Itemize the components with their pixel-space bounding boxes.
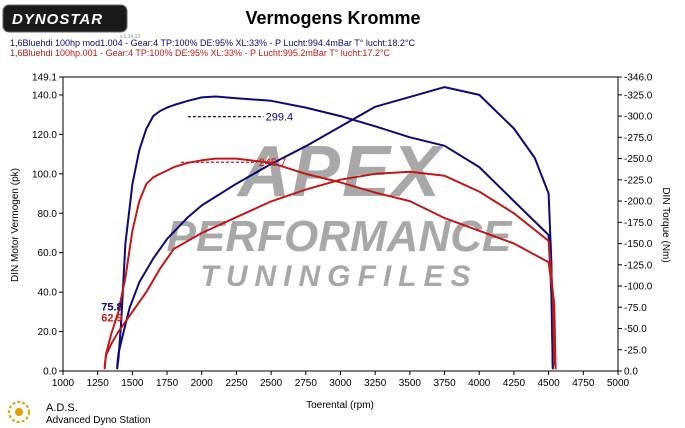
x-axis-label: Toerental (rpm)	[306, 400, 374, 411]
x-tick-label: 3750	[433, 378, 456, 389]
x-tick-label: 1000	[52, 378, 75, 389]
x-tick-label: 2500	[260, 378, 283, 389]
x-tick-label: 5000	[607, 378, 630, 389]
right-tick-label: -125.0	[624, 260, 653, 271]
annotation-label: 75.8	[101, 302, 122, 314]
series-line-run1-torque	[116, 95, 554, 370]
ads-full-name: Advanced Dyno Station	[46, 415, 151, 426]
y-axis-right-label: DIN Torque (Nm)	[660, 187, 671, 262]
x-tick-label: 4000	[468, 378, 491, 389]
series-line-run1-power	[116, 86, 554, 368]
ads-logo-core	[15, 408, 23, 416]
left-tick-label: 149.1	[32, 73, 57, 84]
left-tick-label: 40.0	[38, 288, 58, 299]
left-tick-label: 140.0	[32, 90, 57, 101]
right-tick-label: -150.0	[624, 239, 653, 250]
ads-footer: A.D.S. Advanced Dyno Station	[8, 401, 151, 426]
ads-abbr: A.D.S.	[46, 402, 78, 414]
series-line-run2-power	[103, 170, 556, 368]
x-tick-label: 2750	[295, 378, 318, 389]
right-tick-label: 0.0	[624, 367, 638, 378]
watermark-line3: TUNINGFILES	[201, 260, 478, 293]
right-tick-label: -50.0	[624, 324, 647, 335]
dynostar-logo: DYNOSTAR v.1.24.13	[2, 4, 140, 40]
watermark-line2: PERFORMANCE	[167, 212, 513, 261]
right-tick-label: -300.0	[624, 112, 653, 123]
x-tick-label: 3500	[399, 378, 422, 389]
x-tick-label: 1750	[156, 378, 179, 389]
right-tick-label: -225.0	[624, 175, 653, 186]
x-tick-label: 3250	[364, 378, 387, 389]
right-tick-label: -275.0	[624, 133, 653, 144]
ads-logo-icon	[8, 401, 30, 423]
right-tick-label: -346.0	[624, 73, 653, 84]
annotation-label: 245.7	[259, 157, 287, 169]
chart-title: Vermogens Kromme	[245, 8, 420, 28]
right-tick-label: -250.0	[624, 154, 653, 165]
left-tick-label: 80.0	[38, 209, 58, 220]
left-tick-label: 120.0	[32, 130, 57, 141]
left-tick-label: 20.0	[38, 327, 58, 338]
annotation-label: 299.4	[266, 112, 294, 124]
right-tick-label: -100.0	[624, 282, 653, 293]
x-tick-label: 1250	[87, 378, 110, 389]
run-1-description: 1,6Bluehdi 100hp mod1.004 - Gear:4 TP:10…	[10, 38, 415, 48]
y-axis-left-label: DIN Motor Vermogen (pk)	[10, 168, 21, 282]
x-tick-label: 4250	[503, 378, 526, 389]
left-tick-label: 0.0	[43, 367, 57, 378]
right-tick-label: -175.0	[624, 218, 653, 229]
right-tick-label: -200.0	[624, 197, 653, 208]
plot-area: 299.4 245.7 75.862.9	[101, 86, 557, 370]
x-tick-label: 1500	[121, 378, 144, 389]
logo-version: v.1.24.13	[120, 34, 140, 40]
series-line-run2-torque	[103, 157, 557, 370]
left-tick-label: 60.0	[38, 248, 58, 259]
annotation-label: 62.9	[101, 313, 122, 325]
logo-badge	[2, 4, 128, 33]
right-tick-label: -325.0	[624, 90, 653, 101]
x-tick-label: 2250	[225, 378, 248, 389]
logo-brand: DYNOSTAR	[12, 11, 103, 28]
x-tick-label: 2000	[191, 378, 214, 389]
right-tick-label: -75.0	[624, 303, 647, 314]
run-2-description: 1,6Bluehdi 100hp.001 - Gear:4 TP:100% DE…	[10, 48, 390, 58]
watermark: APEX PERFORMANCE TUNINGFILES	[167, 132, 513, 293]
axes: 1000 1250 1500 1750 2000 2250 2500 2750 3000 3250…	[32, 73, 653, 390]
x-tick-label: 3000	[329, 378, 352, 389]
right-tick-label: -25.0	[624, 345, 647, 356]
x-tick-label: 4500	[538, 378, 561, 389]
left-tick-label: 100.0	[32, 169, 57, 180]
x-tick-label: 4750	[572, 378, 595, 389]
